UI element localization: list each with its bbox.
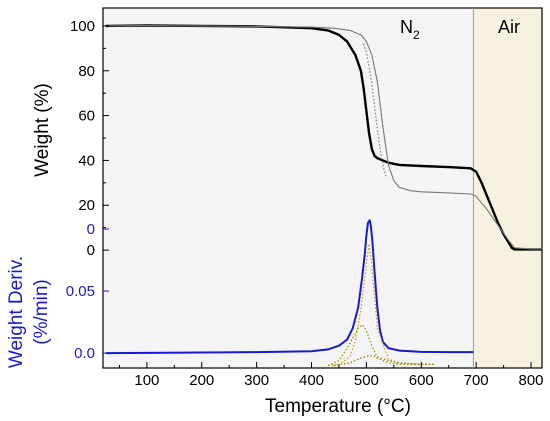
plot-border (102, 7, 543, 369)
x-tick-label-400: 400 (299, 372, 324, 389)
plot-frame (102, 7, 543, 369)
deriv-series-line-0 (105, 219, 474, 355)
y-tick-label-20: 20 (78, 197, 95, 214)
deriv-axis-title-line1: Weight Deriv. (6, 256, 27, 368)
deriv-tick-label-2: 0 (87, 221, 95, 238)
deriv-series-line-2 (327, 323, 422, 367)
y-tick-label-80: 80 (78, 63, 95, 80)
region-label-n2: N2 (400, 17, 420, 42)
x-tick-label-500: 500 (354, 372, 379, 389)
y-tick-label-0: 0 (87, 242, 95, 259)
weight-axis-ticks: 0 20 40 60 80 100 (70, 18, 109, 259)
region-label-air: Air (498, 17, 520, 37)
weight-series-line-1 (105, 24, 542, 250)
x-tick-label-600: 600 (409, 372, 434, 389)
deriv-tick-label-1: 0.05 (66, 283, 95, 300)
weight-series-line-2 (363, 43, 387, 177)
x-axis-title: Temperature (°C) (265, 396, 411, 417)
y-tick-label-100: 100 (70, 18, 95, 35)
x-tick-label-200: 200 (189, 372, 214, 389)
deriv-series-line-3 (333, 354, 435, 367)
x-tick-label-700: 700 (464, 372, 489, 389)
x-tick-label-800: 800 (519, 372, 544, 389)
weight-series-group (105, 24, 542, 251)
deriv-tick-label-0: 0.0 (74, 345, 95, 362)
background-regions (103, 8, 542, 368)
deriv-series-group (105, 219, 474, 367)
x-tick-label-100: 100 (134, 372, 159, 389)
region-bg-0 (103, 8, 474, 368)
y-tick-label-40: 40 (78, 152, 95, 169)
deriv-axis-title-line2: (%/min) (31, 279, 52, 344)
x-axis-ticks: 100 200 300 400 500 600 700 800 (118, 362, 544, 389)
y-tick-label-60: 60 (78, 108, 95, 125)
x-tick-label-300: 300 (244, 372, 269, 389)
deriv-axis-ticks: 0.0 0.05 0 (66, 221, 109, 362)
weight-axis-title: Weight (%) (32, 83, 53, 177)
